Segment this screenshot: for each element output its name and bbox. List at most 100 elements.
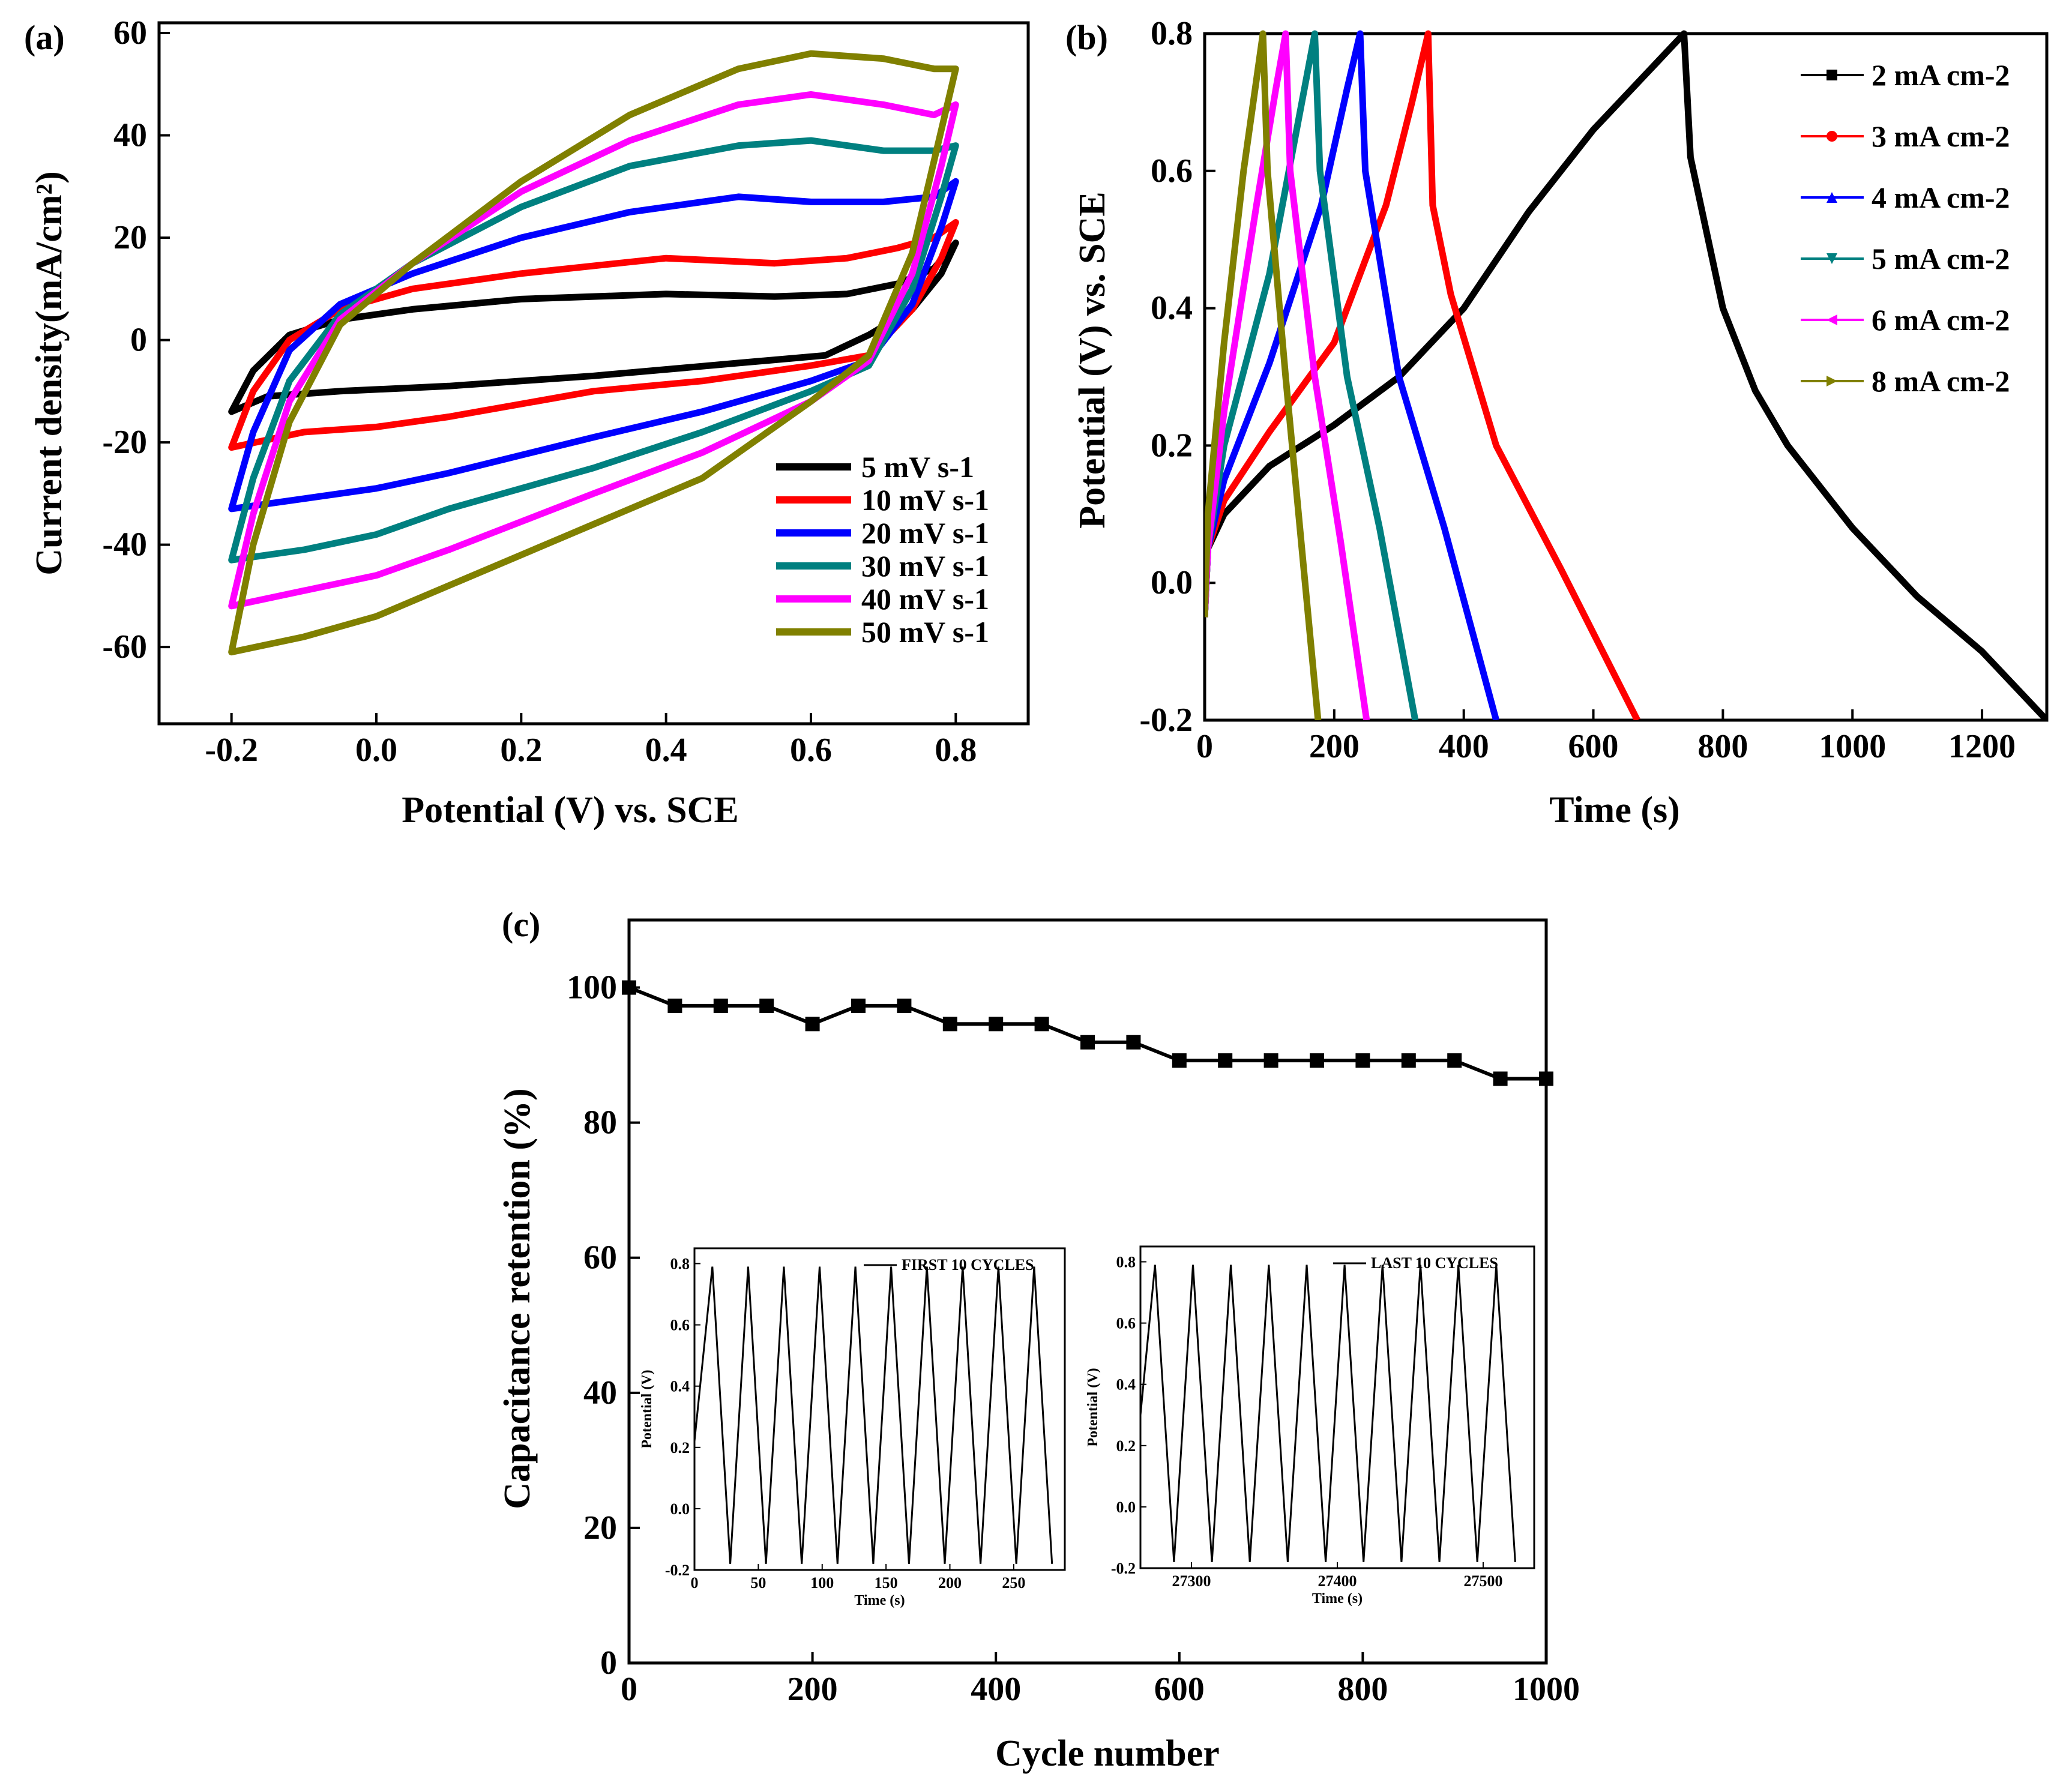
retention-point	[942, 1017, 957, 1032]
retention-point	[851, 998, 866, 1013]
retention-point	[1218, 1053, 1233, 1068]
panel-c-y-tick-label: 40	[583, 1374, 617, 1412]
panel-c-plot-frame	[627, 918, 1548, 1665]
retention-point	[667, 998, 682, 1013]
retention-point	[897, 998, 912, 1013]
panel-c-y-tick-label: 80	[583, 1104, 617, 1141]
inset-1: 0 50 100 150 200 250 0.8 0.6 0.4 0.2 0.0 -0.2 Time (…	[639, 1247, 1066, 1608]
panel-c-y-tick-label: 60	[583, 1239, 617, 1276]
legend-entry: 6 mA cm-2	[1872, 303, 2010, 337]
panel-c-y-axis-label: Capacitance retention (%)	[497, 1088, 538, 1509]
panel-a-x-tick-label: 0.0	[355, 732, 397, 769]
retention-point	[713, 998, 728, 1013]
panel-a-y-axis-label: Current density(mA/cm²)	[29, 171, 70, 576]
retention-point	[989, 1017, 1004, 1032]
gcd-curves	[1205, 30, 2047, 720]
panel-b-curves	[1205, 30, 2047, 720]
panel-b-legend: 2 mA cm-2 3 mA cm-2 4 mA cm-2 5 mA cm-2 6 mA…	[1801, 58, 2010, 398]
panel-b-plot-frame	[1203, 32, 2049, 722]
panel-a-x-axis-label: Potential (V) vs. SCE	[402, 790, 738, 831]
retention-point	[1310, 1053, 1324, 1068]
panel-b-ticks: 0 200 400 600 800 1000 1200 0.8 0.6 0.4 0.2 0.0 -0.2	[1139, 15, 2016, 765]
inset-x-axis-label: Time (s)	[854, 1593, 905, 1608]
panel-a-x-tick-label: 0.2	[500, 732, 542, 769]
legend-entry: 5 mA cm-2	[1872, 242, 2010, 275]
inset-y-tick-label: 0.8	[670, 1255, 690, 1273]
legend-entry: 40 mV s-1	[861, 582, 989, 616]
panel-a-y-tick-label: 40	[113, 117, 147, 154]
panel-b-y-tick-label: -0.2	[1139, 702, 1193, 739]
panel-a-label: (a)	[24, 18, 65, 57]
retention-point	[1263, 1053, 1278, 1068]
legend-marker	[1827, 192, 1837, 203]
panel-a-y-tick-label: 20	[113, 219, 147, 256]
panel-c-y-tick-label: 100	[567, 969, 617, 1006]
panel-b-x-axis-label: Time (s)	[1549, 790, 1680, 831]
panel-a-ticks: -0.2 0.0 0.2 0.4 0.6 0.8 60 40 20 0 -20 -40 -60	[102, 14, 977, 769]
inset-y-tick-label: 0.0	[1116, 1499, 1136, 1516]
legend-marker	[1827, 70, 1837, 80]
panel-c-y-tick-label: 20	[583, 1509, 617, 1547]
legend-entry: 8 mA cm-2	[1872, 364, 2010, 398]
panel-b-x-tick-label: 1000	[1819, 728, 1886, 765]
gcd-curve-3-mA-cm-2	[1205, 30, 1640, 720]
legend-marker	[1827, 131, 1837, 142]
inset-y-tick-label: 0.8	[1116, 1254, 1136, 1271]
retention-point	[1034, 1017, 1049, 1032]
inset-x-tick-label: 200	[938, 1574, 962, 1592]
panel-c-x-axis-label: Cycle number	[995, 1733, 1220, 1774]
panel-a-y-tick-label: 60	[113, 14, 147, 52]
retention-point	[1447, 1053, 1462, 1068]
panel-b-x-tick-label: 800	[1697, 728, 1748, 765]
inset-y-tick-label: 0.0	[670, 1500, 690, 1518]
inset-frame	[693, 1247, 1066, 1571]
panel-b-y-tick-label: 0.8	[1151, 15, 1193, 52]
cv-curve-10-mV-s-1	[228, 219, 959, 451]
panel-c-insets: 0 50 100 150 200 250 0.8 0.6 0.4 0.2 0.0 -0.2 Time (…	[639, 1245, 1535, 1608]
legend-entry: 2 mA cm-2	[1872, 58, 2010, 92]
legend-entry: 3 mA cm-2	[1872, 119, 2010, 153]
inset-y-tick-label: 0.4	[670, 1378, 690, 1395]
panel-c-x-tick-label: 0	[621, 1671, 637, 1708]
inset-cycling-curve	[1139, 1264, 1516, 1562]
retention-point	[1080, 1035, 1095, 1050]
inset-x-tick-label: 0	[691, 1574, 699, 1592]
inset-x-tick-label: 250	[1002, 1574, 1025, 1592]
panel-b-x-tick-label: 200	[1309, 728, 1360, 765]
legend-marker	[1827, 253, 1837, 264]
panel-a-plot-frame	[157, 21, 1030, 726]
panel-c-x-tick-label: 800	[1337, 1671, 1388, 1708]
inset-y-tick-label: 0.6	[670, 1317, 690, 1334]
panel-a-x-tick-label: -0.2	[205, 732, 258, 769]
inset-x-tick-label: 150	[875, 1574, 898, 1592]
panel-a-y-tick-label: -60	[102, 628, 147, 666]
panel-a-y-tick-label: -20	[102, 424, 147, 461]
panel-a-curves	[228, 50, 959, 656]
retention-point	[1172, 1053, 1187, 1068]
inset-y-axis-label: Potential (V)	[639, 1370, 655, 1448]
panel-c-curves	[622, 980, 1553, 1086]
inset-y-tick-label: -0.2	[665, 1562, 690, 1579]
panel-b-y-tick-label: 0.0	[1151, 564, 1193, 601]
gcd-curve-2-mA-cm-2	[1205, 30, 2047, 720]
retention-point	[622, 980, 636, 995]
panel-c-x-tick-label: 200	[788, 1671, 838, 1708]
inset-y-tick-label: -0.2	[1111, 1560, 1136, 1577]
inset-x-tick-label: 27300	[1172, 1572, 1211, 1590]
panel-a-x-tick-label: 0.8	[935, 732, 977, 769]
panel-c-x-tick-label: 600	[1154, 1671, 1205, 1708]
inset-y-tick-label: 0.2	[670, 1439, 690, 1457]
cv-curve-50-mV-s-1	[228, 50, 959, 656]
panel-a-legend: 5 mV s-110 mV s-120 mV s-130 mV s-140 mV…	[776, 450, 989, 649]
inset-y-tick-label: 0.2	[1116, 1437, 1136, 1455]
panel-b-y-tick-label: 0.6	[1151, 152, 1193, 190]
inset-x-tick-label: 27500	[1463, 1572, 1502, 1590]
gcd-curve-8-mA-cm-2	[1205, 30, 1322, 720]
inset-x-axis-label: Time (s)	[1312, 1591, 1363, 1607]
inset-legend-entry: LAST 10 CYCLES	[1371, 1254, 1498, 1272]
inset-cycling-curve	[693, 1266, 1053, 1564]
legend-entry: 20 mV s-1	[861, 516, 989, 550]
panel-b: 0 200 400 600 800 1000 1200 0.8 0.6 0.4 0.2 0.0 -0.2…	[1065, 15, 2049, 831]
inset-y-tick-label: 0.6	[1116, 1315, 1136, 1332]
